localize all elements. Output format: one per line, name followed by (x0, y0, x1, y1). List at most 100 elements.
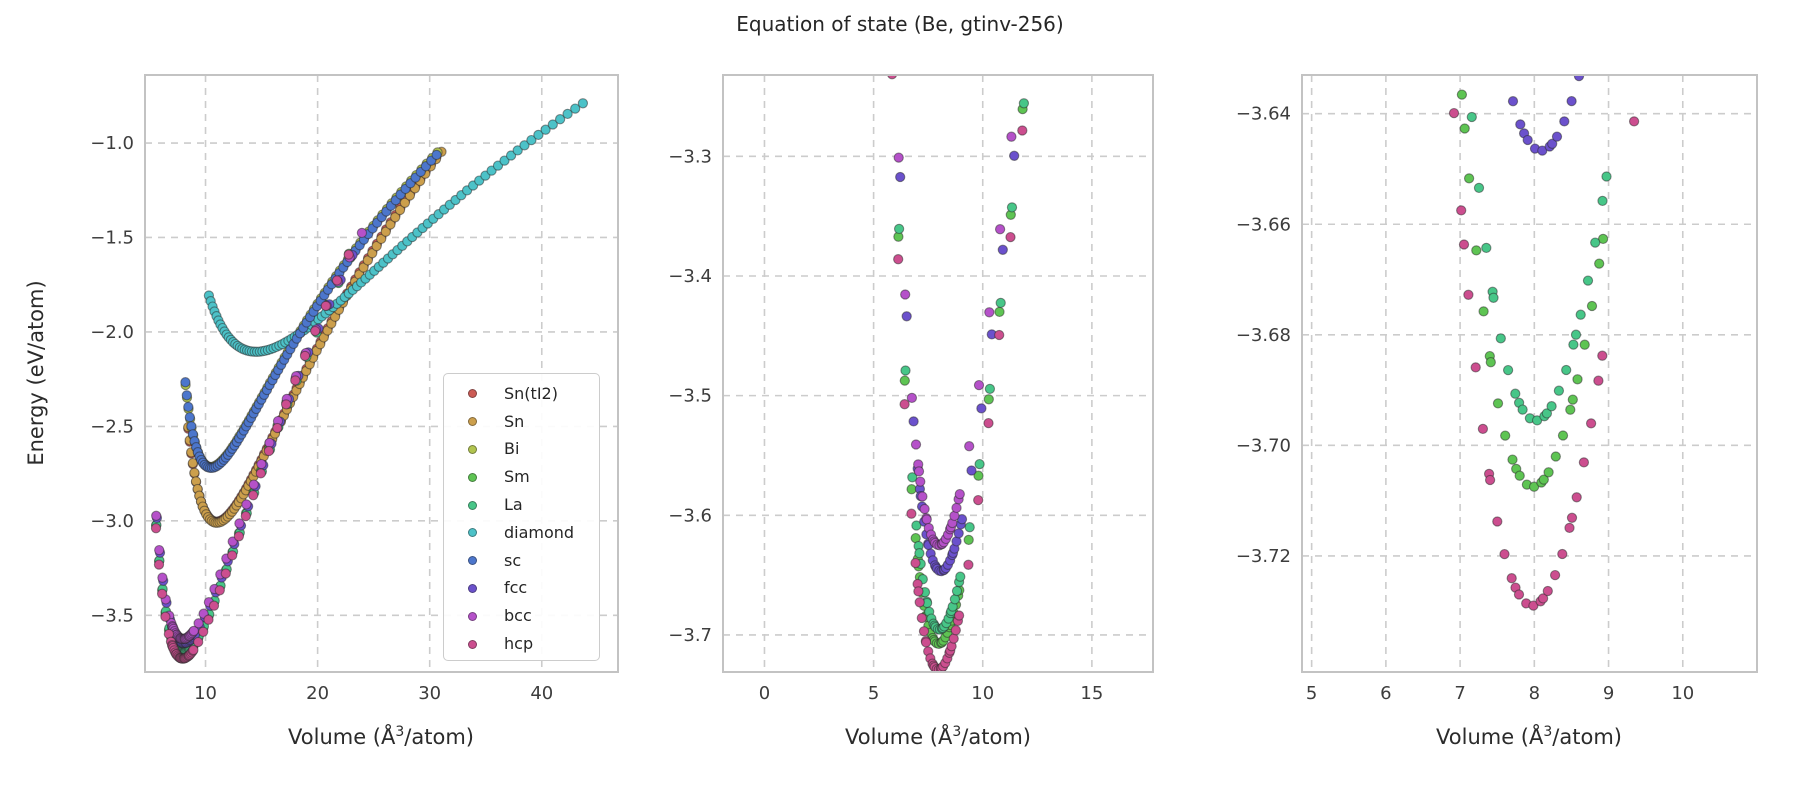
data-point (562, 108, 573, 120)
data-point (241, 499, 252, 510)
y-tick-label: −2.0 (90, 322, 134, 343)
data-point (994, 224, 1006, 235)
data-point (899, 375, 910, 386)
data-point (540, 124, 551, 135)
legend-entry: Sm (468, 463, 599, 491)
series-hcp (887, 75, 1028, 672)
data-point (1507, 96, 1519, 107)
data-point (1458, 239, 1470, 250)
data-point (150, 523, 162, 534)
data-point (1567, 394, 1578, 405)
data-point (1459, 123, 1470, 134)
data-point (1478, 306, 1489, 317)
data-point (570, 103, 581, 114)
data-point (399, 197, 411, 208)
data-point (189, 467, 200, 478)
x-tick-label: 30 (418, 683, 441, 704)
data-point (953, 528, 964, 539)
data-point (973, 470, 984, 481)
data-point (984, 383, 996, 395)
legend-entry: La (468, 491, 599, 519)
grid-lines (1302, 75, 1757, 672)
data-point (184, 412, 195, 423)
data-point (248, 490, 259, 501)
x-tick-label: 0 (759, 683, 770, 704)
x-axis-label-1: Volume (Å3/atom) (288, 724, 474, 749)
data-point (1515, 119, 1526, 130)
legend-marker (468, 500, 477, 510)
data-point (1484, 474, 1496, 486)
data-point (1538, 474, 1549, 485)
y-tick-label: −3.64 (1236, 104, 1291, 125)
data-point (1514, 470, 1525, 481)
data-point (964, 522, 975, 533)
data-point (1006, 202, 1018, 213)
data-point (1546, 401, 1557, 412)
legend-label: hcp (504, 634, 534, 654)
data-point (256, 458, 267, 470)
y-tick-label: −3.5 (668, 386, 712, 407)
x-axis-label-text: Volume (Å (845, 725, 953, 749)
data-point (913, 466, 925, 477)
data-point (151, 510, 162, 521)
data-point (198, 626, 209, 637)
series-sm (1456, 89, 1609, 492)
data-point (983, 394, 994, 405)
data-point (1553, 385, 1565, 396)
series-diamond (203, 98, 589, 357)
legend-entry: bcc (468, 602, 599, 630)
data-point (227, 550, 238, 561)
data-point (180, 377, 191, 388)
data-point (1579, 339, 1590, 350)
legend-entry: fcc (468, 575, 599, 603)
legend-entry: sc (468, 547, 599, 575)
data-point (1492, 398, 1504, 409)
x-axis-label-tail: /atom) (961, 725, 1031, 749)
series-la (893, 98, 1030, 635)
data-point (915, 476, 926, 487)
x-axis-label-superscript: 3 (395, 724, 405, 740)
data-point (1573, 75, 1585, 82)
data-point (963, 534, 974, 546)
legend-marker (468, 556, 477, 566)
axes-spines (144, 74, 619, 673)
data-point (160, 611, 171, 622)
data-point (906, 392, 918, 404)
y-tick-label: −3.7 (668, 625, 712, 646)
data-point (299, 350, 311, 362)
data-point (973, 379, 985, 391)
data-point (1564, 522, 1575, 534)
data-point (1466, 111, 1477, 123)
figure-title: Equation of state (Be, gtinv-256) (736, 12, 1064, 36)
x-tick-label: 20 (306, 683, 329, 704)
y-tick-label: −3.66 (1236, 214, 1291, 235)
y-tick-label: −3.4 (668, 266, 712, 287)
series-la (1466, 111, 1612, 426)
data-point (248, 479, 259, 490)
data-point (1005, 231, 1016, 243)
subplot-1: 10 20 30 40 −1.0 −1.5 −2.0 −2.5 −3.0 −3.5 (90, 74, 619, 704)
data-point (371, 240, 382, 252)
data-point (181, 390, 192, 401)
x-tick-label: 6 (1380, 683, 1391, 704)
legend-marker (468, 472, 477, 482)
data-point (949, 594, 961, 605)
data-point (995, 297, 1006, 309)
data-point (356, 227, 368, 239)
data-point (554, 114, 566, 125)
data-point (1018, 98, 1030, 109)
legend-marker (468, 417, 477, 427)
data-point (320, 300, 331, 312)
data-point (234, 518, 245, 529)
data-point (994, 306, 1005, 318)
x-tick-label: 10 (1671, 683, 1694, 704)
data-point (1566, 512, 1578, 523)
subplot-3: 5 6 7 8 9 10 −3.64 −3.66 −3.68 −3.70 −3.72 (1236, 74, 1758, 704)
data-point (1463, 173, 1475, 184)
legend-marker (468, 611, 477, 621)
x-axis-label-text: Volume (Å (288, 725, 396, 749)
data-point (1477, 423, 1489, 435)
data-point (974, 458, 985, 470)
y-tick-label: −1.0 (90, 133, 134, 154)
